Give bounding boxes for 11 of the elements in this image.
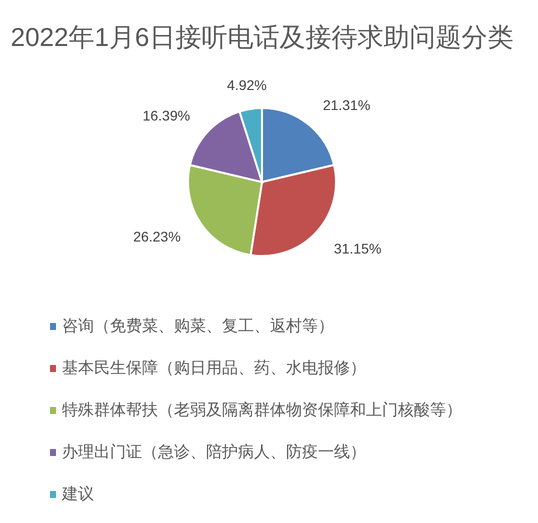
data-label: 16.39% — [142, 107, 190, 124]
legend-label: 特殊群体帮扶（老弱及隔离群体物资保障和上门核酸等） — [62, 400, 462, 420]
legend-label: 建议 — [62, 484, 94, 504]
legend-label: 基本民生保障（购日用品、药、水电报修） — [62, 358, 366, 378]
legend-label: 办理出门证（急诊、陪护病人、防疫一线） — [62, 442, 366, 462]
legend-label: 咨询（免费菜、购菜、复工、返村等） — [62, 316, 334, 336]
chart-title: 2022年1月6日接听电话及接待求助问题分类 — [10, 21, 514, 54]
data-label: 21.31% — [322, 97, 370, 114]
data-label: 31.15% — [334, 240, 382, 257]
data-label: 26.23% — [133, 228, 181, 245]
data-label: 4.92% — [227, 77, 267, 94]
